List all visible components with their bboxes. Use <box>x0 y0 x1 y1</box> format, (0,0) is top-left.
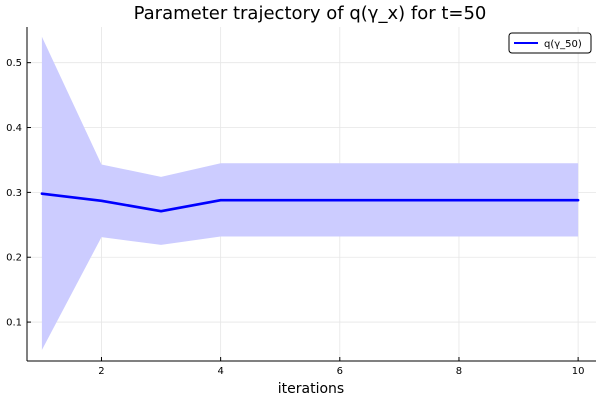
y-tick-label: 0.5 <box>6 58 22 69</box>
legend-label: q(γ_50) <box>544 39 582 50</box>
y-tick-label: 0.1 <box>6 318 22 329</box>
x-axis-label: iterations <box>278 381 344 397</box>
y-tick-label: 0.2 <box>6 253 22 264</box>
x-tick-label: 2 <box>98 366 104 377</box>
confidence-band-layer <box>41 36 579 350</box>
chart-title: Parameter trajectory of q(γ_x) for t=50 <box>134 3 487 24</box>
y-tick-label: 0.4 <box>6 123 22 134</box>
x-tick-label: 6 <box>337 366 343 377</box>
axes <box>26 27 596 362</box>
y-tick-label: 0.3 <box>6 188 22 199</box>
confidence-band <box>41 36 579 350</box>
series-line-layer <box>40 192 580 213</box>
x-tick-label: 8 <box>456 366 462 377</box>
legend-box <box>508 32 592 54</box>
tick-labels: 2 4 6 8 10 0.1 0.2 0.3 0.4 0.5 <box>6 58 584 377</box>
series-line <box>40 192 580 213</box>
legend: q(γ_50) <box>508 32 592 54</box>
x-tick-label: 4 <box>217 366 223 377</box>
x-tick-label: 10 <box>572 366 585 377</box>
